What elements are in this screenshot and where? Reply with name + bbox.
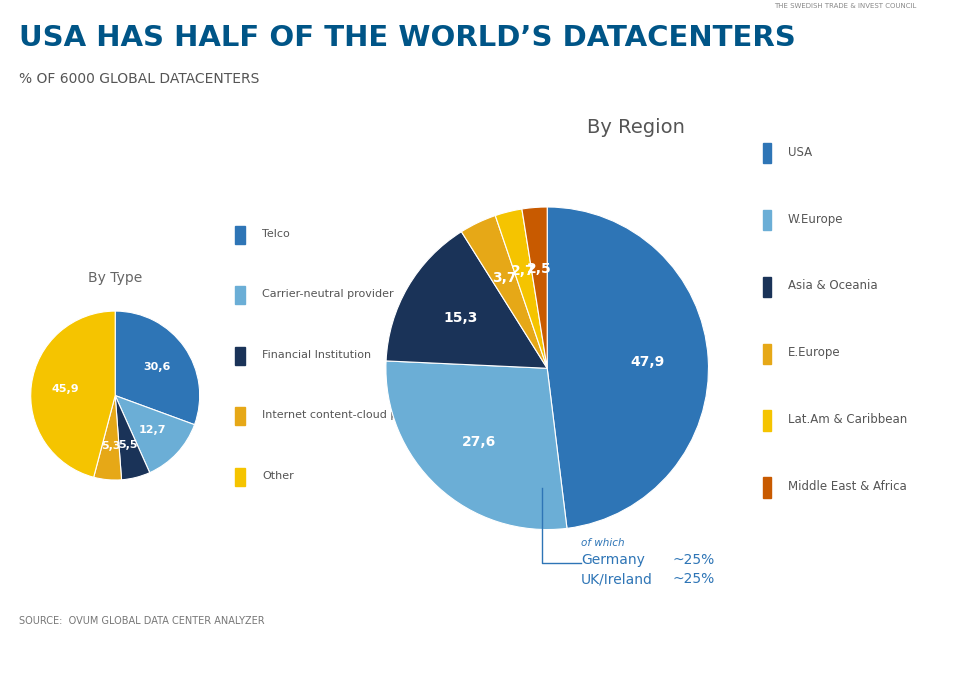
Text: ~25%: ~25% (672, 553, 714, 567)
Text: Internet content-cloud provider: Internet content-cloud provider (262, 411, 437, 420)
Text: BUSINESS SWEDEN: BUSINESS SWEDEN (10, 659, 130, 669)
Bar (763, 411, 771, 431)
Bar (235, 468, 245, 486)
Wedge shape (495, 209, 547, 368)
Wedge shape (31, 311, 115, 477)
Wedge shape (462, 216, 547, 368)
Text: THE SWEDISH TRADE & INVEST COUNCIL: THE SWEDISH TRADE & INVEST COUNCIL (774, 3, 916, 10)
Wedge shape (386, 361, 567, 529)
Bar (235, 286, 245, 304)
Text: W.Europe: W.Europe (787, 213, 843, 226)
Wedge shape (115, 396, 150, 480)
Text: 45,9: 45,9 (51, 384, 79, 394)
Text: Other: Other (262, 471, 294, 481)
Text: Middle East & Africa: Middle East & Africa (787, 480, 906, 493)
Text: Financial Institution: Financial Institution (262, 350, 372, 360)
Bar (763, 344, 771, 364)
Bar (235, 407, 245, 426)
Text: SOURCE:  OVUM GLOBAL DATA CENTER ANALYZER: SOURCE: OVUM GLOBAL DATA CENTER ANALYZER (19, 616, 265, 626)
Bar (763, 477, 771, 497)
Bar (235, 226, 245, 243)
Title: By Region: By Region (587, 117, 684, 136)
Bar (763, 277, 771, 297)
Text: 2,7: 2,7 (511, 264, 536, 278)
Text: UK/Ireland: UK/Ireland (581, 572, 653, 586)
Text: 47,9: 47,9 (630, 355, 664, 369)
Text: 16 SEPTEMBER, 2015     5: 16 SEPTEMBER, 2015 5 (806, 659, 950, 669)
Wedge shape (115, 396, 195, 473)
Text: 30,6: 30,6 (143, 361, 171, 372)
Text: Germany: Germany (581, 553, 645, 567)
Wedge shape (547, 207, 708, 529)
Text: Carrier-neutral provider: Carrier-neutral provider (262, 289, 394, 299)
Text: Telco: Telco (262, 228, 290, 239)
Text: 15,3: 15,3 (444, 311, 478, 325)
Text: of which: of which (581, 537, 624, 548)
Text: USA: USA (787, 146, 811, 159)
Text: 12,7: 12,7 (138, 425, 166, 435)
Text: 27,6: 27,6 (462, 434, 496, 449)
Text: % OF 6000 GLOBAL DATACENTERS: % OF 6000 GLOBAL DATACENTERS (19, 72, 259, 86)
Bar (235, 346, 245, 365)
Text: E.Europe: E.Europe (787, 346, 840, 359)
Wedge shape (522, 207, 547, 368)
Text: 5,3: 5,3 (101, 441, 120, 451)
Wedge shape (386, 232, 547, 368)
Text: USA HAS HALF OF THE WORLD’S DATACENTERS: USA HAS HALF OF THE WORLD’S DATACENTERS (19, 24, 796, 52)
Wedge shape (115, 311, 200, 425)
Text: ~25%: ~25% (672, 572, 714, 586)
Bar (763, 143, 771, 164)
Text: Asia & Oceania: Asia & Oceania (787, 280, 877, 293)
Bar (763, 210, 771, 231)
Text: 3,7: 3,7 (492, 271, 516, 285)
Text: 2,5: 2,5 (527, 262, 552, 276)
Title: By Type: By Type (88, 271, 142, 284)
Text: Lat.Am & Caribbean: Lat.Am & Caribbean (787, 413, 907, 426)
Wedge shape (94, 396, 122, 480)
Text: 5,5: 5,5 (118, 440, 137, 449)
